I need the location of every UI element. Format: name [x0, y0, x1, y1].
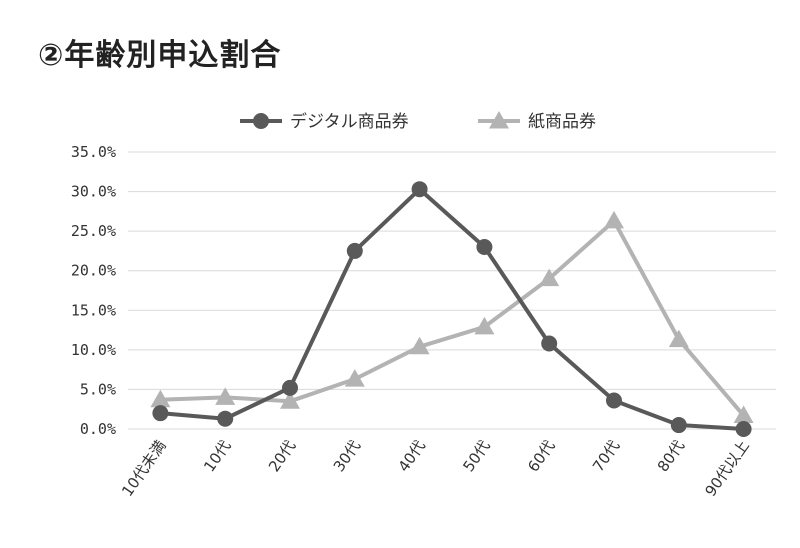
x-tick-label: 60代 — [524, 437, 558, 475]
data-point — [604, 210, 624, 229]
data-point — [150, 389, 171, 408]
data-point — [489, 111, 509, 129]
x-tick-label: 90代以上 — [701, 437, 753, 500]
x-tick-label: 30代 — [330, 437, 364, 475]
series-line — [160, 187, 744, 431]
data-point — [541, 335, 558, 352]
gridlines — [128, 151, 776, 430]
x-tick-label: 40代 — [395, 437, 429, 475]
x-tick-label: 70代 — [589, 437, 623, 475]
data-point — [476, 238, 493, 255]
x-tick-label: 10代未満 — [118, 437, 170, 500]
y-tick-label: 35.0% — [71, 143, 116, 161]
data-point — [733, 405, 754, 424]
data-point — [735, 421, 752, 437]
legend-label: 紙商品券 — [528, 112, 596, 132]
data-point — [152, 405, 169, 422]
data-point — [670, 417, 687, 434]
y-tick-label: 30.0% — [71, 183, 116, 201]
x-tick-label: 80代 — [654, 437, 688, 475]
data-point — [217, 410, 234, 427]
page-title: ②年齢別申込割合 — [38, 38, 282, 73]
data-point — [346, 242, 363, 259]
y-tick-label: 20.0% — [71, 262, 116, 280]
y-tick-label: 0.0% — [80, 420, 116, 438]
y-tick-label: 5.0% — [80, 380, 116, 398]
x-tick-label: 10代 — [200, 437, 234, 475]
series-line — [160, 218, 746, 417]
legend: デジタル商品券 紙商品券 — [240, 111, 596, 132]
data-point — [474, 316, 495, 335]
y-tick-label: 15.0% — [71, 301, 116, 319]
legend-label: デジタル商品券 — [290, 111, 409, 132]
data-point — [344, 369, 365, 387]
y-tick-label: 10.0% — [71, 341, 116, 359]
data-point — [282, 379, 298, 396]
data-point — [606, 392, 622, 409]
x-tick-label: 20代 — [265, 437, 299, 475]
data-point — [409, 336, 430, 355]
data-point — [411, 181, 428, 198]
y-axis-ticks: 0.0% 5.0% 10.0% 15.0% 20.0% 25.0% 30.0% 35.0% — [71, 143, 116, 438]
data-point — [668, 329, 689, 348]
x-axis-ticks: 10代未満 10代 20代 30代 40代 50代 60代 70代 80代 90代以上 — [118, 437, 753, 500]
data-point — [539, 268, 560, 287]
data-point — [215, 387, 236, 405]
x-tick-label: 50代 — [459, 437, 493, 475]
data-point — [280, 391, 300, 409]
y-tick-label: 25.0% — [71, 222, 116, 240]
data-point — [253, 113, 269, 129]
series-group — [150, 181, 754, 437]
